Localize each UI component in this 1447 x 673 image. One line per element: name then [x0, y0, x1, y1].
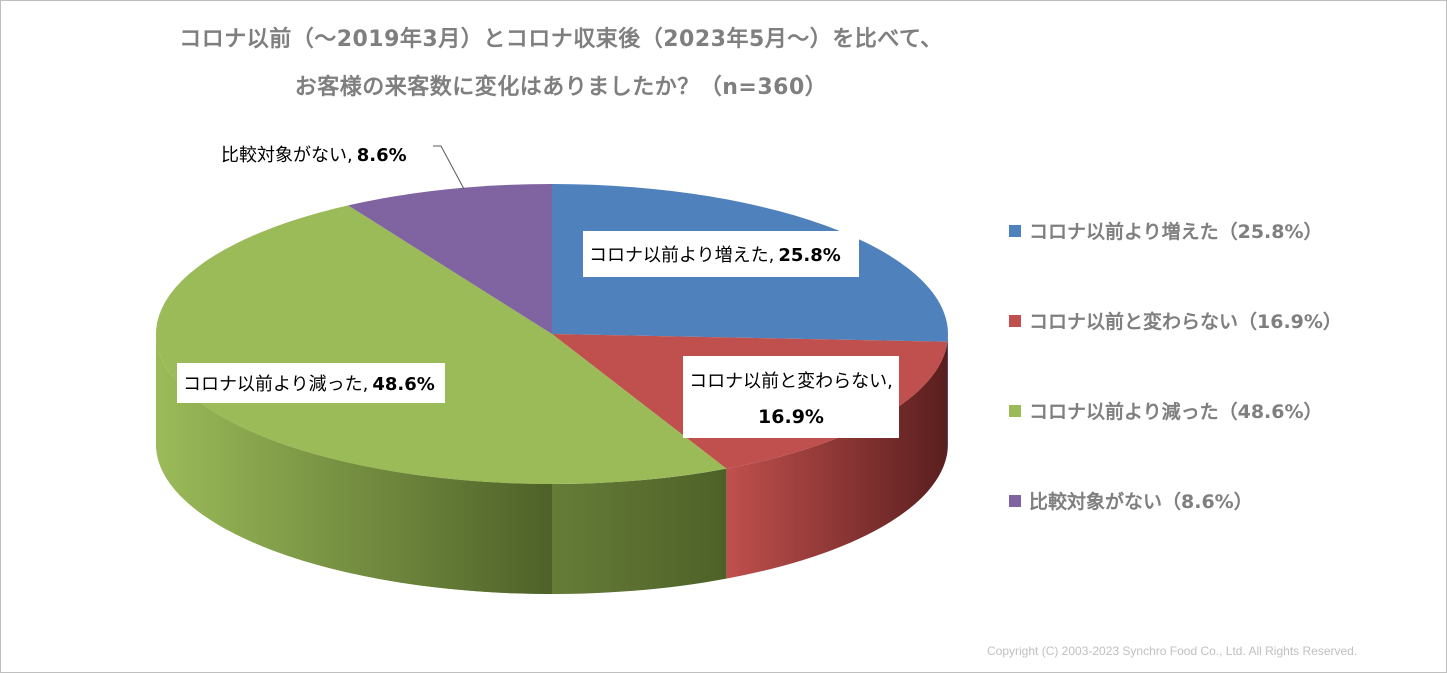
legend-label-1: コロナ以前と変わらない（16.9%）: [1029, 311, 1342, 333]
pie-side-0: [947, 334, 948, 452]
data-label-box-1: [683, 356, 899, 438]
legend-swatch-0: [1009, 225, 1021, 237]
pie-slice-2: [155, 205, 727, 485]
chart-title-line-2: お客様の来客数に変化はありましたか？（n=360）: [294, 75, 828, 100]
data-label-2: コロナ以前より減った, 48.6%: [177, 363, 445, 403]
data-label-3: 比較対象がない, 8.6%: [221, 145, 407, 166]
data-label-box-2: [177, 363, 445, 403]
legend-label-0: コロナ以前より増えた（25.8%）: [1029, 221, 1323, 243]
pie-side-2-left: [156, 334, 552, 594]
legend-swatch-1: [1009, 315, 1021, 327]
data-label-text-0: コロナ以前より増えた, 25.8%: [589, 245, 841, 266]
legend-swatch-2: [1009, 405, 1021, 417]
data-label-value-1: 16.9%: [758, 406, 824, 428]
copyright-notice: Copyright (C) 2003-2023 Synchro Food Co.…: [987, 644, 1358, 658]
data-label-0: コロナ以前より増えた, 25.8%: [583, 231, 859, 277]
pie-slice-3: [348, 184, 552, 334]
data-label-name-1: コロナ以前と変わらない,: [689, 371, 893, 392]
data-label-text-2: コロナ以前より減った, 48.6%: [183, 374, 435, 395]
data-label-text-3: 比較対象がない, 8.6%: [221, 145, 407, 166]
leader-line: [433, 145, 465, 190]
legend-swatch-3: [1009, 495, 1021, 507]
legend-label-2: コロナ以前より減った（48.6%）: [1029, 401, 1323, 423]
chart-title-line-1: コロナ以前（～2019年3月）とコロナ収束後（2023年5月～）を比べて、: [179, 27, 943, 52]
data-label-box-0: [583, 231, 859, 277]
legend-label-3: 比較対象がない（8.6%）: [1029, 491, 1253, 513]
data-label-1: コロナ以前と変わらない, 16.9%: [683, 356, 899, 438]
pie-side-1: [726, 341, 948, 579]
